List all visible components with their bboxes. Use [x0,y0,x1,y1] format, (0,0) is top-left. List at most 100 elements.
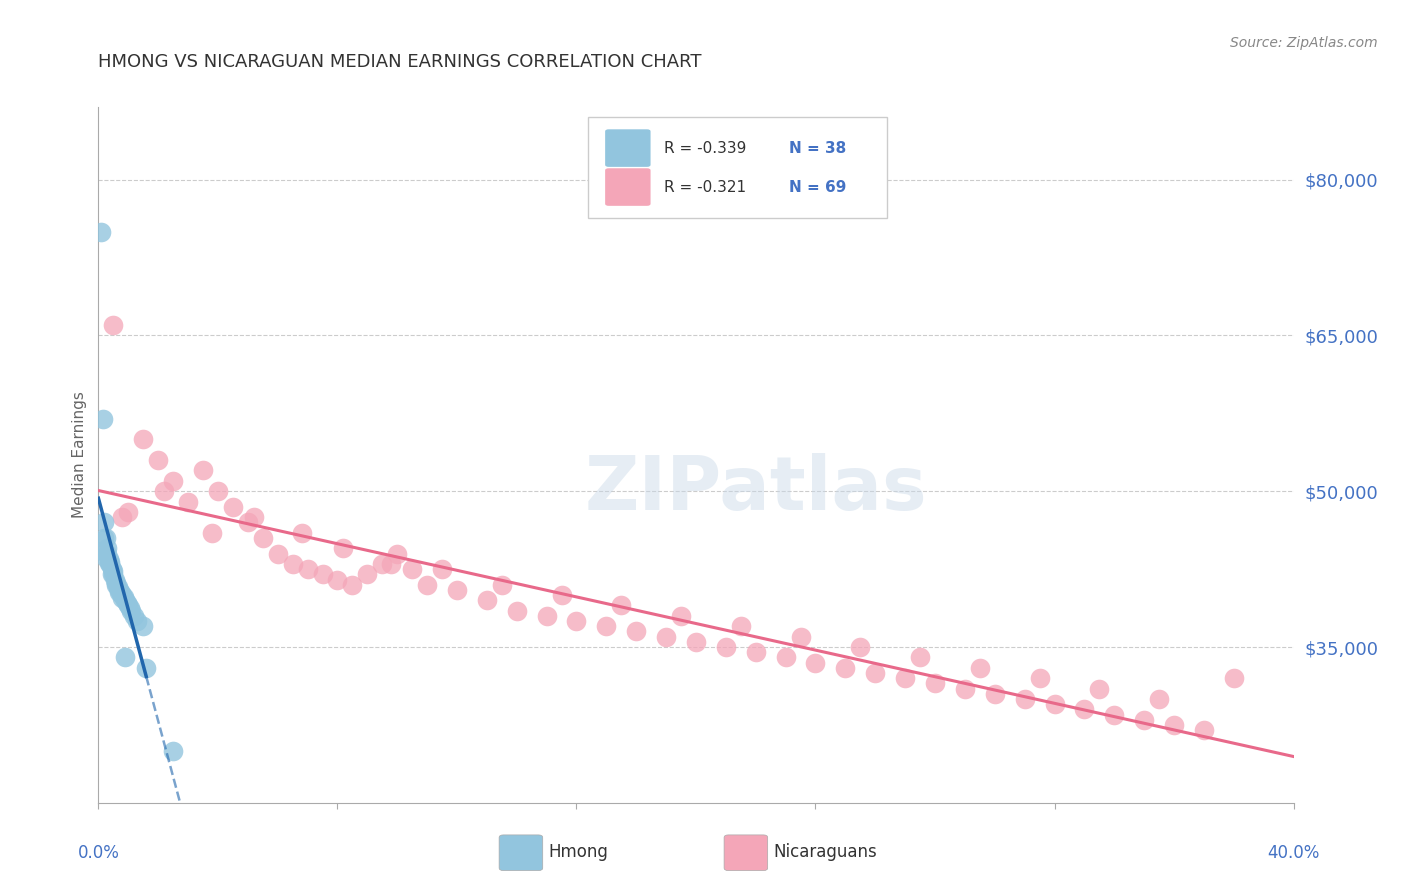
Point [1014,692,1036,706]
Point [93,531,115,545]
Point [94,550,117,565]
Point [97,551,120,566]
Point [91,544,114,558]
Point [953,681,976,696]
Point [804,656,827,670]
Point [105,575,128,590]
Text: N = 38: N = 38 [789,141,846,155]
Point [236,516,259,530]
Point [356,567,378,582]
Point [104,573,127,587]
Point [191,463,214,477]
Point [93,516,115,530]
Point [111,588,134,602]
Point [332,541,354,556]
Point [475,593,498,607]
Point [834,661,856,675]
Point [1222,671,1246,685]
Point [1028,671,1050,685]
Point [207,484,229,499]
Point [446,582,468,597]
Point [380,557,402,571]
Point [96,547,118,561]
Point [430,562,453,576]
Point [135,661,157,675]
Point [97,556,120,570]
Point [117,599,139,613]
Y-axis label: Median Earnings: Median Earnings [72,392,87,518]
Text: 40.0%: 40.0% [1267,845,1320,863]
Point [908,650,931,665]
Point [153,484,176,499]
Point [108,585,131,599]
Point [924,676,946,690]
Point [669,608,692,623]
Point [91,411,114,425]
Point [281,557,304,571]
Point [111,591,134,606]
Point [103,318,125,332]
Point [326,573,349,587]
FancyBboxPatch shape [605,129,651,167]
Point [849,640,872,654]
Point [536,608,558,623]
Point [297,562,319,576]
Point [101,567,124,582]
Point [745,645,768,659]
Point [969,661,991,675]
Text: Hmong: Hmong [548,843,609,861]
Text: ZIPatlas: ZIPatlas [585,453,927,526]
Point [506,604,529,618]
Point [984,687,1007,701]
Point [132,433,155,447]
Point [1088,681,1111,696]
Text: 0.0%: 0.0% [77,845,120,863]
Point [243,510,266,524]
Point [114,593,136,607]
Point [162,474,184,488]
Point [342,578,364,592]
Point [385,547,409,561]
Point [118,600,141,615]
Point [114,650,136,665]
Point [108,582,131,597]
Point [100,557,122,571]
Point [894,671,917,685]
FancyBboxPatch shape [605,169,651,206]
Point [103,567,125,582]
Point [110,586,132,600]
Point [103,564,125,578]
Point [162,744,184,758]
Point [1102,707,1125,722]
Point [112,590,135,604]
Point [115,596,138,610]
Text: HMONG VS NICARAGUAN MEDIAN EARNINGS CORRELATION CHART: HMONG VS NICARAGUAN MEDIAN EARNINGS CORR… [98,54,702,71]
Point [1147,692,1170,706]
Point [1073,702,1095,716]
Point [201,525,224,540]
Point [416,578,439,592]
Point [100,555,122,569]
Point [1043,697,1066,711]
Point [1133,713,1156,727]
Point [730,619,752,633]
Text: R = -0.339: R = -0.339 [664,141,747,155]
Point [101,562,124,576]
Point [371,557,394,571]
Point [401,562,423,576]
Point [863,665,887,680]
Point [107,580,129,594]
Text: Source: ZipAtlas.com: Source: ZipAtlas.com [1230,36,1378,50]
Point [595,619,617,633]
Point [789,630,811,644]
Point [127,614,149,628]
Point [94,531,117,545]
Point [117,505,139,519]
Point [290,525,312,540]
Point [222,500,245,514]
Text: N = 69: N = 69 [789,179,846,194]
Point [714,640,737,654]
Point [1192,723,1215,738]
Point [90,225,112,239]
Point [132,619,155,633]
